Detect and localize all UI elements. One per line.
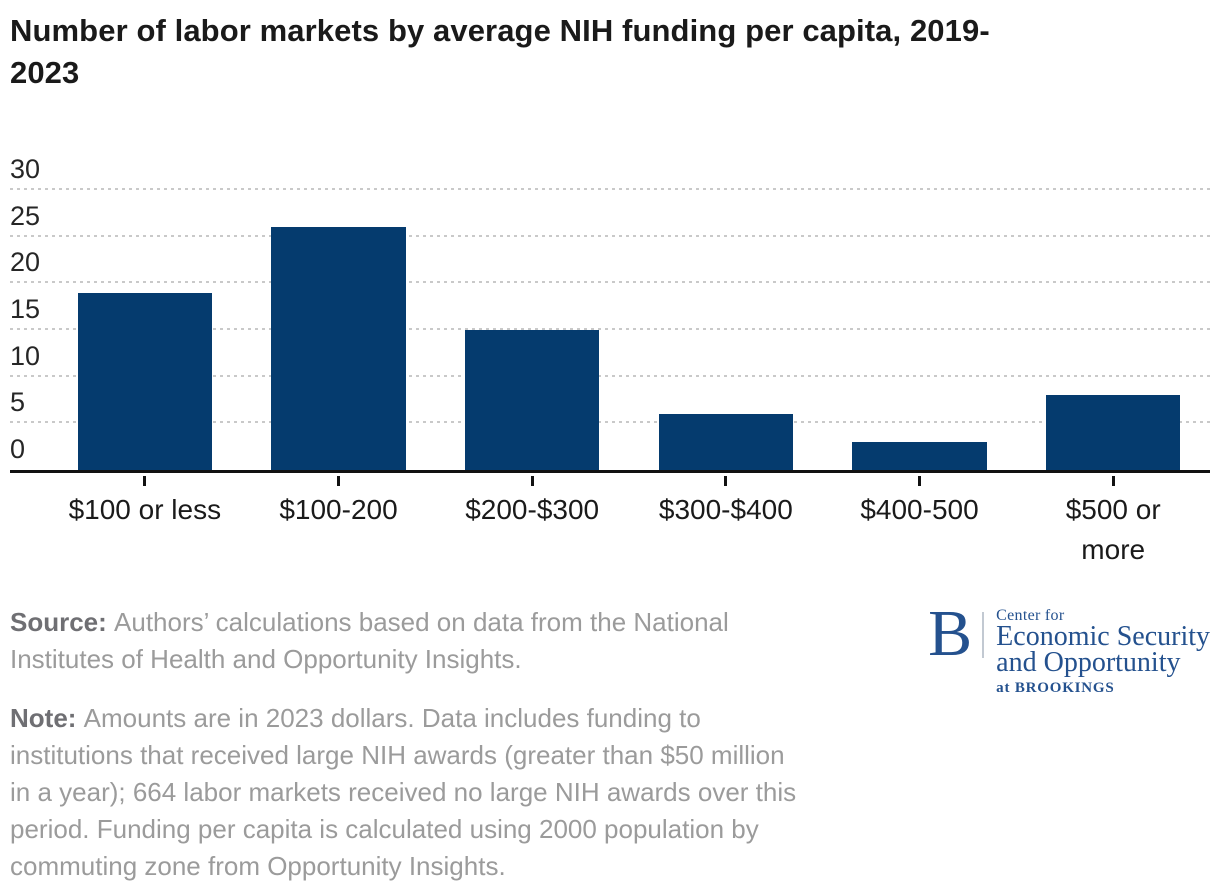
x-tick-4 [918, 476, 922, 486]
bar-2 [464, 330, 600, 470]
bar-3 [658, 414, 794, 470]
bar-0 [77, 292, 213, 470]
logo-text: Center for Economic Security and Opportu… [996, 608, 1210, 697]
bar-chart: $100 or less $100-200 $200-$300 $300-$400 $4… [10, 96, 1210, 576]
tick-cell-1 [242, 473, 436, 486]
gridline-5 [10, 421, 1210, 424]
y-tick-label-30: 30 [10, 154, 41, 184]
chart-footer: Source: Authors’ calculations based on d… [10, 597, 1210, 885]
note-text: Note: Amounts are in 2023 dollars. Data … [10, 703, 797, 881]
brookings-logo: B Center for Economic Security and Oppor… [928, 597, 1210, 697]
tick-cell-3 [629, 473, 823, 486]
bar-cell-1 [242, 190, 436, 470]
y-tick-label-15: 15 [10, 294, 41, 324]
footer-lead: Source: [10, 607, 115, 637]
bar-cell-4 [823, 190, 1017, 470]
x-axis-line [10, 470, 1210, 473]
logo-at-brookings: at BROOKINGS [996, 680, 1115, 696]
plot: $100 or less $100-200 $200-$300 $300-$400 $4… [10, 156, 1210, 565]
gridline-25 [10, 234, 1210, 237]
gridline-10 [10, 374, 1210, 377]
x-tick-label-0: $100 or less [68, 494, 222, 525]
y-tick-label-10: 10 [10, 340, 41, 371]
footer-lead: Note: [10, 703, 84, 733]
source-text: Source: Authors’ calculations based on d… [10, 607, 729, 674]
logo-center-for: Center for [996, 607, 1065, 624]
logo-name-line1: Economic Security [996, 621, 1210, 652]
tick-cell-2 [435, 473, 629, 486]
gridline-20 [10, 281, 1210, 284]
bar-cell-5 [1016, 190, 1210, 470]
x-tick-label-4: $400-500 [860, 494, 979, 525]
bar-1 [271, 227, 406, 470]
logo-divider [982, 612, 985, 658]
x-tick-1 [337, 476, 340, 486]
x-tick-label-2: $200-$300 [465, 494, 600, 525]
x-tick-label-1: $100-200 [279, 494, 398, 525]
y-tick-label-20: 20 [10, 247, 41, 278]
tick-cell-0 [48, 473, 242, 486]
page-title: Number of labor markets by average NIH f… [10, 13, 990, 90]
bar-cell-3 [629, 190, 823, 470]
bar-cell-2 [435, 190, 629, 470]
footer-notes: Source: Authors’ calculations based on d… [10, 604, 915, 885]
x-tick-0 [143, 476, 147, 486]
x-axis-ticks [48, 473, 1210, 486]
y-tick-label-0: 0 [10, 434, 26, 464]
x-tick-5 [1111, 476, 1115, 486]
y-tick-label-5: 5 [10, 387, 26, 418]
x-tick-label-3: $300-$400 [658, 494, 793, 525]
tick-cell-4 [823, 473, 1017, 486]
bar-5 [1045, 395, 1181, 470]
gridline-30 [10, 188, 1210, 190]
x-tick-2 [530, 476, 534, 486]
y-tick-label-25: 25 [10, 200, 41, 231]
tick-cell-5 [1016, 473, 1210, 486]
bar-4 [852, 442, 987, 470]
brookings-b-icon: B [928, 597, 973, 670]
gridline-15 [10, 328, 1210, 330]
x-tick-3 [724, 476, 728, 486]
x-axis-labels: $100 or less $100-200 $200-$300 $300-$400 $4… [48, 490, 1210, 570]
logo-name-line2: and Opportunity [996, 647, 1181, 678]
bars-area [48, 190, 1210, 470]
x-tick-label-5: $500 or more [1065, 494, 1161, 565]
bar-cell-0 [48, 190, 242, 470]
